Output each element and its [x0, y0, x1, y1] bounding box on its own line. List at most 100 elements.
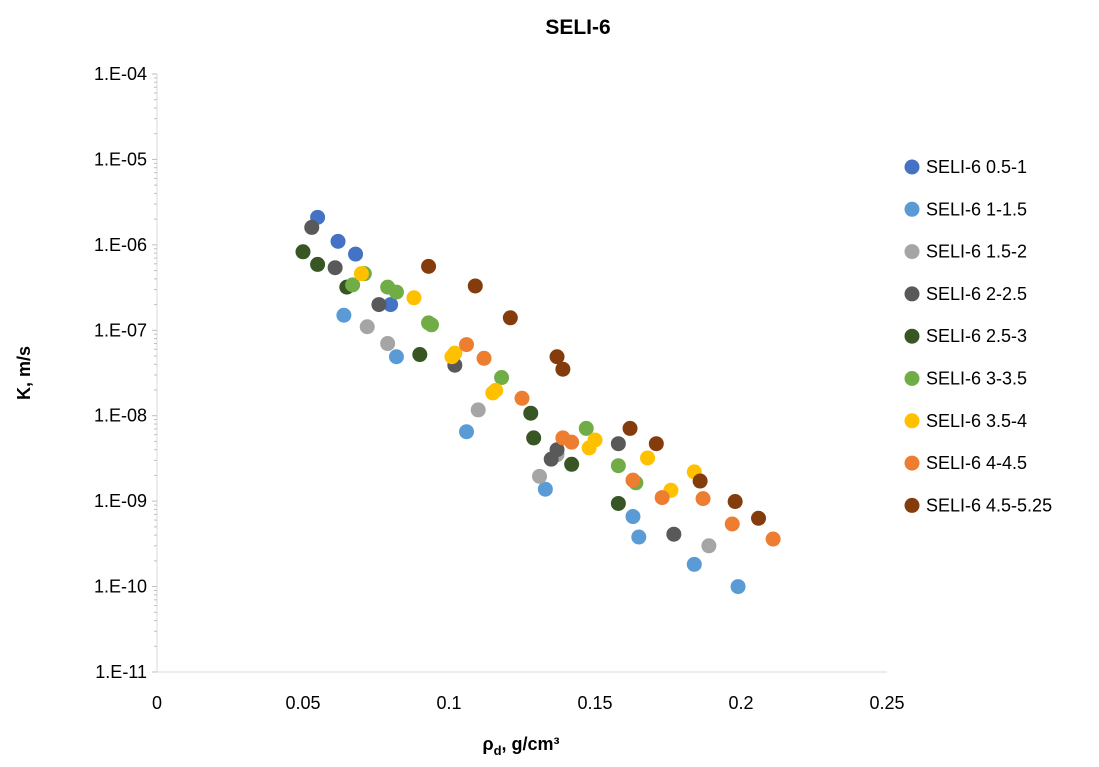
data-point — [648, 436, 664, 452]
chart-title: SELI-6 — [545, 16, 610, 39]
data-point — [388, 349, 404, 365]
data-point — [406, 290, 422, 306]
data-point — [730, 579, 746, 595]
legend-label: SELI-6 4.5-5.25 — [926, 495, 1052, 515]
data-point — [421, 258, 437, 274]
data-points — [295, 209, 781, 595]
data-point — [330, 233, 346, 249]
data-point — [692, 473, 708, 489]
x-axis-title-rest: , g/cm³ — [502, 734, 560, 754]
data-point — [724, 516, 740, 532]
data-point — [470, 402, 486, 418]
data-point — [526, 430, 542, 446]
legend-label: SELI-6 1-1.5 — [926, 199, 1027, 219]
data-point — [701, 538, 717, 554]
data-point — [751, 510, 767, 526]
data-point — [695, 491, 711, 507]
legend-label: SELI-6 3-3.5 — [926, 369, 1027, 389]
x-tick-label: 0.25 — [869, 693, 904, 713]
x-axis-title: ρd, g/cm³ — [482, 734, 559, 758]
y-axis-title: K, m/s — [14, 346, 34, 400]
data-point — [549, 349, 565, 365]
data-point — [625, 509, 641, 525]
data-point — [310, 256, 326, 272]
data-point — [502, 310, 518, 326]
data-point — [537, 481, 553, 497]
legend-marker — [904, 497, 920, 513]
legend-marker — [904, 244, 920, 260]
legend-label: SELI-6 2.5-3 — [926, 326, 1027, 346]
x-tick-label: 0 — [152, 693, 162, 713]
legend-marker — [904, 455, 920, 471]
data-point — [423, 317, 439, 333]
y-tick-label: 1.E-11 — [95, 662, 147, 682]
legend-marker — [904, 201, 920, 217]
data-point — [353, 266, 369, 282]
data-point — [514, 390, 530, 406]
data-point — [459, 337, 475, 353]
x-axis-title-main: ρ — [482, 734, 493, 754]
data-point — [380, 336, 396, 352]
data-point — [564, 456, 580, 472]
y-tick-label: 1.E-09 — [94, 491, 147, 511]
y-tick-label: 1.E-07 — [94, 320, 147, 340]
data-point — [555, 361, 571, 377]
y-tick-label: 1.E-08 — [94, 406, 147, 426]
data-point — [654, 490, 670, 506]
data-point — [388, 284, 404, 300]
y-tick-label: 1.E-05 — [94, 149, 147, 169]
data-point — [383, 297, 399, 313]
data-point — [549, 442, 565, 458]
legend-label: SELI-6 0.5-1 — [926, 157, 1027, 177]
y-tick-labels: 1.E-04 1.E-05 1.E-06 1.E-07 1.E-08 1.E-09 1.E-… — [94, 64, 147, 682]
legend-label: SELI-6 2-2.5 — [926, 284, 1027, 304]
y-tick-label: 1.E-10 — [94, 577, 147, 597]
data-point — [564, 434, 580, 450]
data-point — [371, 297, 387, 313]
legend-marker — [904, 159, 920, 175]
legend-marker — [904, 413, 920, 429]
x-axis-title-subscript: d — [494, 743, 502, 758]
data-point — [412, 347, 428, 363]
x-tick-label: 0.15 — [577, 693, 612, 713]
y-major-ticks — [152, 73, 157, 673]
data-point — [345, 277, 361, 293]
data-point — [578, 420, 594, 436]
data-point — [304, 219, 320, 235]
y-minor-ticks — [154, 77, 157, 647]
data-point — [348, 246, 364, 262]
data-point — [327, 260, 343, 276]
data-point — [631, 529, 647, 545]
legend-label: SELI-6 4-4.5 — [926, 453, 1027, 473]
legend-label: SELI-6 1.5-2 — [926, 242, 1027, 262]
x-tick-label: 0.05 — [285, 693, 320, 713]
data-point — [610, 436, 626, 452]
data-point — [523, 405, 539, 421]
data-point — [610, 458, 626, 474]
data-point — [666, 526, 682, 542]
data-point — [686, 556, 702, 572]
data-point — [625, 472, 641, 488]
data-point — [336, 307, 352, 323]
legend-marker — [904, 286, 920, 302]
data-point — [765, 531, 781, 547]
data-point — [467, 278, 483, 294]
data-point — [587, 432, 603, 448]
legend-marker — [904, 371, 920, 386]
data-point — [359, 319, 375, 335]
legend-label: SELI-6 3.5-4 — [926, 411, 1027, 431]
y-tick-label: 1.E-06 — [94, 235, 147, 255]
data-point — [295, 244, 311, 260]
data-point — [488, 382, 504, 398]
x-tick-labels: 0 0.05 0.1 0.15 0.2 0.25 — [152, 693, 905, 713]
plot-area: 0 0.05 0.1 0.15 0.2 0.25 1.E-041.E-051.E-061.… — [94, 64, 905, 713]
data-point — [459, 424, 475, 440]
data-point — [494, 370, 510, 386]
data-point — [727, 494, 743, 510]
data-point — [622, 420, 638, 436]
data-point — [640, 450, 656, 466]
data-point — [476, 350, 492, 366]
data-point — [447, 345, 463, 361]
data-point — [532, 468, 548, 484]
